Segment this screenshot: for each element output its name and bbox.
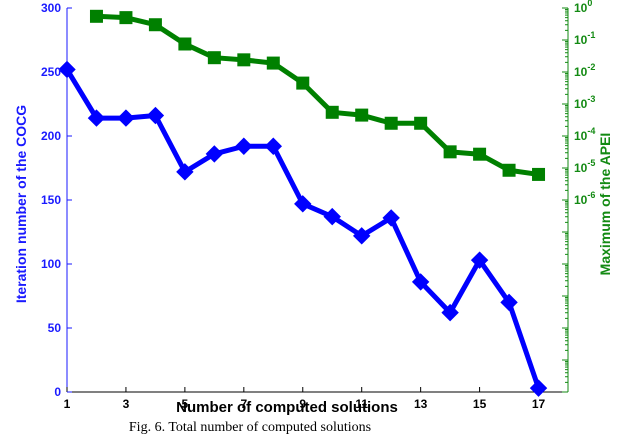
- series-1-point: [500, 293, 518, 312]
- series-1-point: [441, 303, 459, 322]
- x-tick-label: 13: [414, 397, 428, 411]
- left-tick-label: 150: [41, 193, 61, 207]
- series-2-point: [178, 37, 192, 51]
- x-tick-label: 1: [64, 397, 71, 411]
- series-2-point: [266, 56, 280, 70]
- right-tick-label: 100: [574, 0, 592, 15]
- series-2-point: [148, 18, 162, 32]
- left-tick-label: 250: [41, 65, 61, 79]
- series-2-point: [355, 108, 369, 122]
- series-1-point: [205, 145, 224, 163]
- axes: [66, 7, 569, 393]
- series-layer: [58, 9, 548, 397]
- series-1-point: [470, 251, 489, 269]
- series-2-point: [237, 53, 251, 67]
- series-2-point: [89, 9, 103, 23]
- series-1-point: [176, 163, 194, 181]
- series-line-1: [64, 68, 541, 389]
- x-tick-label: 3: [123, 397, 130, 411]
- series-1-point: [58, 60, 76, 79]
- right-axis-label: Maximum of the APEI: [597, 133, 613, 276]
- right-tick-label: 10-1: [574, 30, 595, 47]
- series-1-point: [352, 227, 371, 245]
- x-tick-label: 9: [299, 397, 306, 411]
- left-tick-label: 200: [41, 129, 61, 143]
- x-tick-label: 15: [473, 397, 487, 411]
- series-2-point: [384, 116, 398, 130]
- right-tick-label: 10-3: [574, 94, 595, 111]
- series-1-point: [411, 273, 430, 291]
- series-1-point: [235, 137, 253, 155]
- x-tick-label: 5: [182, 397, 189, 411]
- series-2-point: [207, 51, 221, 65]
- left-tick-label: 300: [41, 1, 61, 15]
- left-tick-label: 0: [54, 385, 61, 399]
- right-tick-label: 10-5: [574, 158, 595, 175]
- series-2-point: [414, 116, 428, 130]
- series-line-2: [96, 13, 539, 177]
- figure-caption: Fig. 6. Total number of computed solutio…: [129, 420, 371, 435]
- series-2-point: [296, 76, 310, 90]
- right-tick-label: 10-4: [574, 126, 595, 143]
- series-1-point: [294, 195, 312, 213]
- series-1-point: [264, 137, 283, 155]
- x-tick-label: 17: [532, 397, 546, 411]
- series-2-point: [473, 147, 487, 161]
- series-1-point: [382, 209, 400, 227]
- x-tick-label: 7: [240, 397, 247, 411]
- x-axis-label: Number of computed solutions: [176, 399, 398, 416]
- series-2-point: [325, 105, 339, 119]
- series-2-point: [532, 167, 546, 181]
- series-1-point: [117, 109, 135, 127]
- series-1-point: [529, 379, 548, 397]
- series-2-point: [119, 11, 133, 25]
- right-tick-label: 10-6: [574, 190, 595, 207]
- left-tick-label: 100: [41, 257, 61, 271]
- right-tick-label: 10-2: [574, 62, 595, 79]
- left-tick-label: 50: [48, 321, 62, 335]
- series-1-point: [146, 106, 165, 125]
- series-1-point: [323, 207, 341, 226]
- series-2-point: [502, 163, 516, 177]
- series-1-point: [87, 109, 106, 127]
- series-2-point: [443, 145, 457, 159]
- left-axis-label: Iteration number of the COCG: [13, 105, 29, 303]
- x-tick-label: 11: [355, 397, 368, 411]
